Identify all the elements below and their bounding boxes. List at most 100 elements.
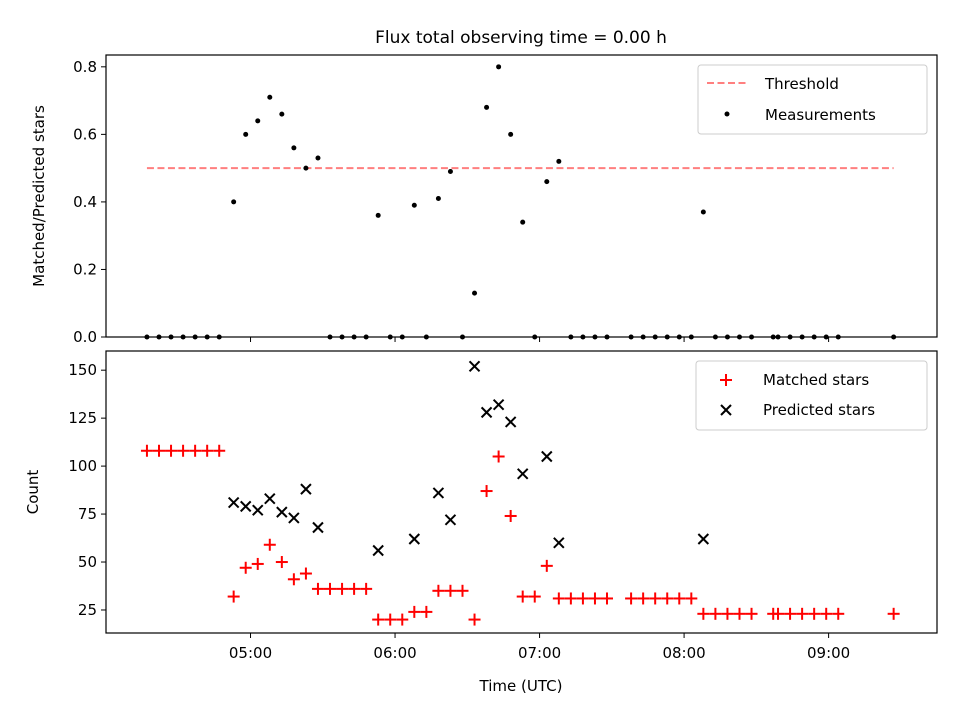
measurement-point [303, 165, 309, 171]
matched-point [336, 582, 349, 595]
measurement-point [255, 118, 261, 124]
predicted-point [444, 514, 457, 526]
matched-point [504, 509, 517, 522]
matched-point [275, 556, 288, 569]
predicted-point [492, 399, 505, 411]
matched-point [396, 613, 409, 626]
matched-point [733, 607, 746, 620]
y-tick-label: 0.2 [73, 260, 97, 278]
matched-point [820, 607, 833, 620]
matched-point [480, 485, 493, 498]
measurement-point [375, 212, 381, 218]
predicted-point [480, 406, 493, 419]
threshold-legend-label: Threshold [764, 75, 839, 93]
matched-point [287, 573, 300, 586]
matched-point [540, 559, 553, 572]
matched-point [649, 592, 662, 605]
predicted-point [504, 416, 517, 428]
measurement-point [231, 199, 237, 205]
measurement-point [291, 145, 297, 151]
y-tick-label: 100 [68, 457, 97, 475]
matched-point [251, 557, 264, 570]
chart-title: Flux total observing time = 0.00 h [375, 28, 667, 48]
matched-point [661, 592, 674, 605]
measurement-point [520, 219, 526, 225]
x-tick-label: 06:00 [373, 644, 416, 662]
measurement-point [267, 94, 273, 100]
y-tick-label: 25 [78, 601, 97, 619]
measurement-point [544, 179, 550, 185]
predicted-point [312, 521, 324, 534]
measurement-point [435, 196, 441, 202]
matched-point [360, 582, 373, 595]
matched-point [832, 607, 845, 620]
predicted-point [408, 533, 421, 545]
x-tick-label: 07:00 [518, 644, 561, 662]
matched-point [796, 607, 809, 620]
measurement-point [472, 290, 478, 296]
matched-point [492, 450, 505, 463]
matched-point [887, 607, 900, 620]
predicted-point [227, 496, 240, 509]
matched-point [324, 582, 337, 595]
matched-legend-swatch [720, 374, 732, 386]
ratio-y-axis-label: Matched/Predicted stars [30, 105, 48, 287]
matched-point [213, 444, 226, 457]
predicted-legend-swatch [720, 404, 732, 416]
y-tick-label: 0.6 [73, 125, 97, 143]
measurement-point [496, 64, 502, 70]
matched-point [444, 584, 457, 597]
measurement-point [700, 209, 706, 215]
matched-point [456, 584, 469, 597]
measurement-point [556, 158, 562, 164]
measurement-point [411, 202, 417, 208]
matched-point [808, 607, 821, 620]
y-tick-label: 150 [68, 361, 97, 379]
x-axis-label: Time (UTC) [479, 677, 563, 695]
matched-point [601, 592, 614, 605]
predicted-point [239, 500, 252, 513]
matched-legend-label: Matched stars [763, 371, 869, 389]
predicted-legend-label: Predicted stars [763, 401, 875, 419]
matched-point [299, 567, 312, 580]
measurement-point [243, 131, 249, 137]
measurement-point [508, 131, 514, 137]
y-tick-label: 50 [78, 553, 97, 571]
matched-point [697, 607, 710, 620]
measurement-point [484, 104, 490, 110]
y-tick-label: 125 [68, 409, 97, 427]
matched-point [311, 582, 324, 595]
x-tick-label: 05:00 [229, 644, 272, 662]
ratio-panel: 0.00.20.40.60.8 Matched/Predicted stars … [30, 54, 938, 346]
predicted-point [252, 504, 264, 516]
matched-point [201, 444, 214, 457]
matched-point [673, 592, 686, 605]
y-tick-label: 0.0 [73, 328, 97, 346]
x-tick-label: 08:00 [662, 644, 705, 662]
predicted-point [372, 544, 384, 557]
predicted-point [541, 450, 553, 463]
matched-point [772, 607, 785, 620]
predicted-point [697, 533, 710, 545]
matched-point [784, 607, 797, 620]
count-legend: Matched stars Predicted stars [695, 360, 928, 431]
matched-point [637, 592, 650, 605]
y-tick-label: 75 [78, 505, 97, 523]
matched-point [721, 607, 734, 620]
measurement-point [315, 155, 321, 161]
matched-point [576, 592, 589, 605]
matched-point [372, 613, 385, 626]
count-y-axis-label: Count [24, 470, 42, 515]
predicted-point [468, 360, 481, 373]
ratio-legend: Threshold Measurements [697, 64, 928, 135]
ratio-plot-frame [105, 54, 938, 338]
matched-point [588, 592, 601, 605]
x-tick-label: 09:00 [807, 644, 850, 662]
matched-point [420, 605, 433, 618]
matched-point [625, 592, 638, 605]
ratio-legend-box [697, 64, 928, 135]
y-tick-label: 0.8 [73, 58, 97, 76]
count-legend-box [695, 360, 928, 431]
matched-point [552, 592, 565, 605]
